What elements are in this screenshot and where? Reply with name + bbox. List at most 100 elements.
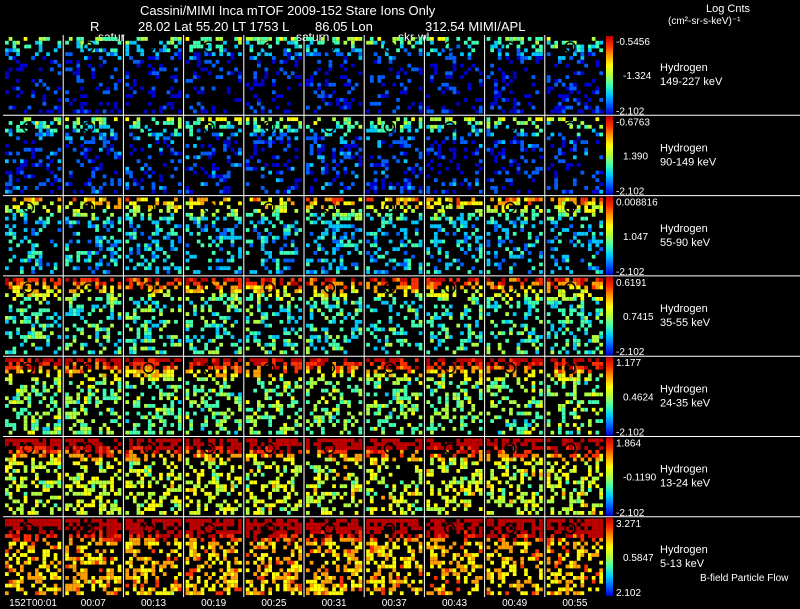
heatmap-cell	[102, 109, 107, 114]
heatmap-cell	[437, 239, 442, 244]
heatmap-cell	[238, 52, 242, 57]
heatmap-cell	[91, 277, 96, 282]
heatmap-cell	[204, 392, 208, 397]
heatmap-cell	[260, 277, 265, 282]
heatmap-cell	[110, 316, 114, 320]
heatmap-cell	[399, 186, 404, 190]
heatmap-cell	[339, 262, 344, 267]
heatmap-cell	[588, 262, 592, 267]
heatmap-cell	[98, 147, 103, 152]
heatmap-cell	[467, 117, 472, 122]
heatmap-cell	[196, 121, 201, 125]
heatmap-cell	[98, 258, 103, 263]
heatmap-cell	[535, 346, 539, 351]
heatmap-cell	[129, 247, 133, 251]
heatmap-cell	[317, 151, 321, 156]
heatmap-cell	[494, 82, 498, 87]
heatmap-cell	[46, 285, 50, 290]
heatmap-cell	[87, 377, 92, 382]
heatmap-cell	[16, 285, 20, 290]
heatmap-cell	[599, 109, 603, 114]
heatmap-cell	[219, 293, 223, 297]
heatmap-cell	[144, 373, 148, 378]
heatmap-cell	[65, 98, 69, 102]
heatmap-cell	[215, 166, 220, 171]
heatmap-cell	[490, 186, 494, 190]
heatmap-cell	[467, 82, 472, 87]
heatmap-cell	[238, 270, 242, 274]
heatmap-cell	[527, 312, 532, 316]
heatmap-cell	[91, 323, 96, 328]
heatmap-cell	[313, 404, 318, 408]
heatmap-cell	[223, 48, 227, 53]
heatmap-cell	[110, 304, 114, 309]
heatmap-cell	[392, 331, 397, 336]
heatmap-cell	[339, 365, 344, 370]
heatmap-cell	[238, 128, 242, 133]
heatmap-cell	[407, 186, 412, 190]
heatmap-cell	[20, 212, 24, 217]
heatmap-cell	[336, 312, 340, 316]
heatmap-cell	[381, 224, 385, 229]
heatmap-cell	[170, 94, 175, 98]
heatmap-cell	[358, 216, 363, 221]
heatmap-cell	[317, 117, 321, 122]
heatmap-cell	[211, 86, 216, 91]
heatmap-cell	[494, 86, 498, 91]
heatmap-cell	[226, 235, 231, 240]
heatmap-cell	[343, 426, 348, 431]
heatmap-cell	[591, 90, 596, 95]
heatmap-cell	[200, 37, 205, 41]
heatmap-cell	[580, 258, 585, 263]
heatmap-cell	[448, 52, 453, 57]
heatmap-cell	[573, 243, 577, 248]
heatmap-cell	[347, 384, 351, 389]
heatmap-cell	[445, 251, 449, 255]
heatmap-cell	[268, 323, 272, 328]
heatmap-cell	[65, 144, 69, 148]
heatmap-cell	[215, 228, 220, 232]
heatmap-cell	[144, 346, 148, 351]
heatmap-cell	[129, 235, 133, 240]
heatmap-cell	[550, 346, 555, 351]
heatmap-cell	[189, 400, 193, 404]
heatmap-cell	[475, 247, 479, 251]
heatmap-cell	[384, 350, 389, 355]
heatmap-cell	[76, 220, 81, 225]
heatmap-cell	[200, 197, 205, 202]
heatmap-cell	[343, 144, 348, 148]
heatmap-cell	[418, 331, 423, 336]
heatmap-cell	[117, 281, 122, 286]
heatmap-cell	[57, 228, 62, 232]
heatmap-cell	[512, 75, 517, 79]
heatmap-cell	[166, 235, 171, 240]
heatmap-cell	[512, 98, 517, 102]
heatmap-cell	[576, 136, 581, 141]
heatmap-cell	[599, 98, 603, 102]
heatmap-cell	[591, 52, 596, 57]
heatmap-cell	[599, 308, 603, 313]
heatmap-cell	[430, 147, 434, 152]
heatmap-cell	[215, 327, 220, 332]
heatmap-cell	[354, 163, 359, 167]
heatmap-cell	[211, 212, 216, 217]
heatmap-cell	[80, 342, 84, 347]
heatmap-cell	[403, 159, 408, 164]
heatmap-cell	[185, 281, 190, 286]
heatmap-cell	[91, 392, 96, 397]
heatmap-cell	[249, 166, 254, 171]
heatmap-cell	[20, 258, 24, 263]
heatmap-cell	[27, 396, 32, 401]
heatmap-cell	[339, 369, 344, 374]
heatmap-cell	[418, 342, 423, 347]
heatmap-cell	[366, 358, 370, 362]
heatmap-cell	[35, 251, 39, 255]
heatmap-cell	[249, 132, 254, 137]
heatmap-cell	[162, 258, 167, 263]
heatmap-cell	[580, 293, 585, 297]
heatmap-cell	[257, 430, 261, 435]
heatmap-cell	[5, 224, 9, 229]
heatmap-cell	[268, 293, 272, 297]
heatmap-cell	[204, 342, 208, 347]
heatmap-cell	[336, 407, 340, 412]
